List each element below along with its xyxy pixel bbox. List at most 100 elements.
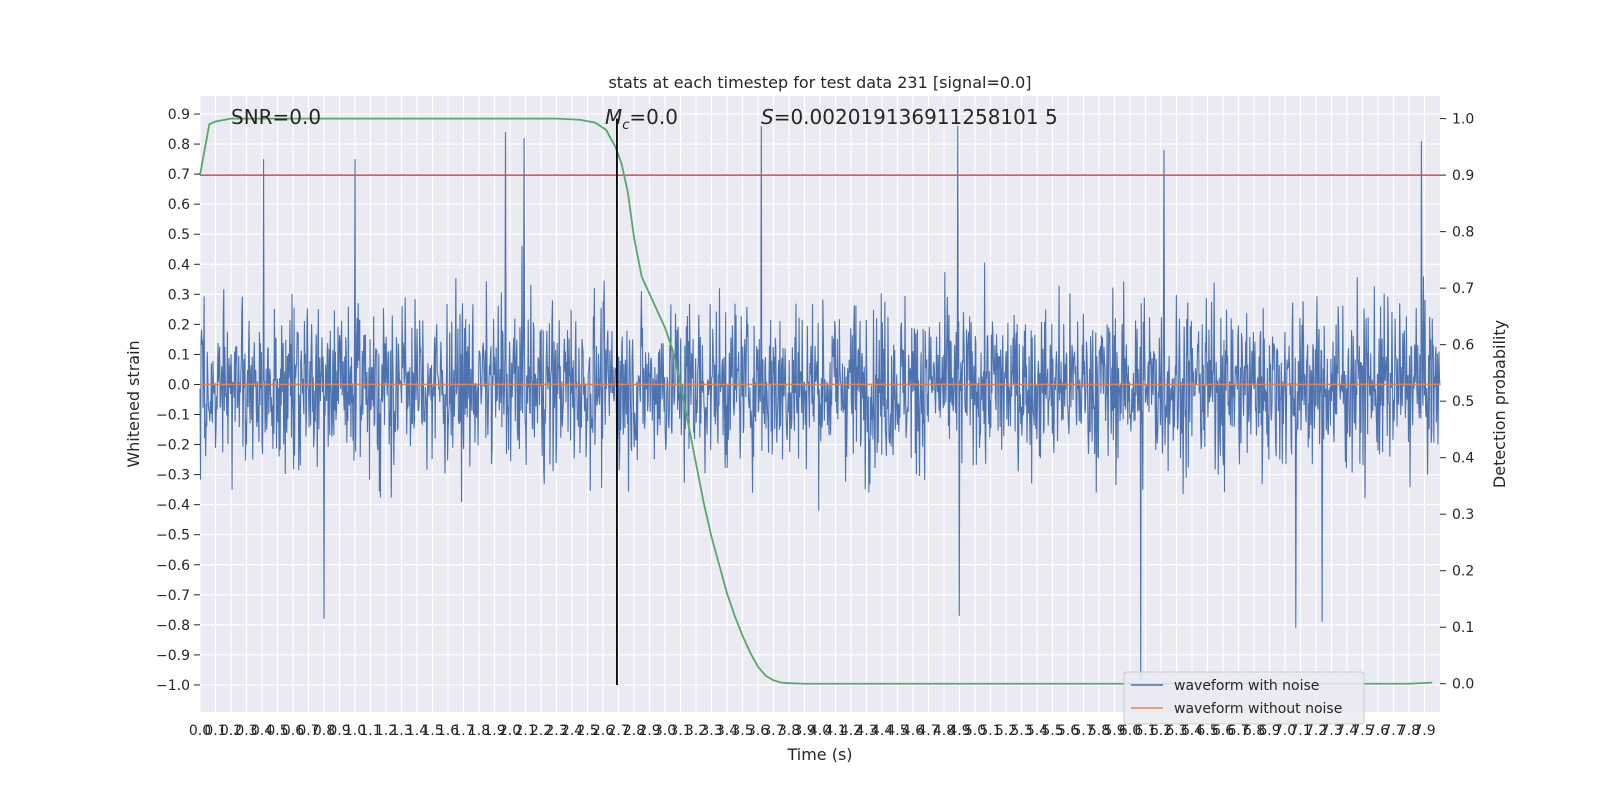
s-symbol: S — [761, 105, 774, 129]
mc-subscript: c — [622, 118, 629, 133]
x-tick-label: 4.6 — [902, 723, 924, 739]
mc-annotation: Mc=0.0 — [605, 105, 678, 133]
y-left-tick-label: 0.8 — [168, 137, 190, 153]
y-left-tick-label: 0.3 — [168, 287, 190, 303]
x-tick-label: 2.2 — [530, 723, 552, 739]
x-tick-label: 4.7 — [917, 723, 939, 739]
y-left-tick-label: −0.8 — [156, 618, 190, 634]
x-tick-label: 0.6 — [282, 723, 304, 739]
x-tick-label: 2.0 — [499, 723, 521, 739]
y-left-tick-label: −0.2 — [156, 438, 190, 454]
y-right-tick-label: 0.1 — [1452, 620, 1474, 636]
x-tick-label: 6.1 — [1134, 723, 1156, 739]
x-tick-label: 4.5 — [886, 723, 908, 739]
x-tick-label: 1.2 — [375, 723, 397, 739]
x-tick-label: 3.9 — [793, 723, 815, 739]
x-tick-label: 1.5 — [421, 723, 443, 739]
s-annotation: S=0.002019136911258101 5 — [761, 105, 1058, 129]
x-tick-label: 0.0 — [189, 723, 211, 739]
x-tick-label: 6.2 — [1150, 723, 1172, 739]
x-tick-label: 3.4 — [716, 723, 738, 739]
x-axis-ticks: 0.00.10.20.30.40.50.60.70.80.91.01.11.21… — [189, 723, 1436, 739]
x-tick-label: 3.6 — [747, 723, 769, 739]
x-tick-label: 3.1 — [669, 723, 691, 739]
legend-entry-clean: waveform without noise — [1174, 701, 1342, 717]
y-left-tick-label: −0.6 — [156, 558, 190, 574]
x-tick-label: 7.2 — [1305, 723, 1327, 739]
x-tick-label: 5.2 — [995, 723, 1017, 739]
y-right-tick-label: 0.3 — [1452, 507, 1474, 523]
x-tick-label: 2.5 — [576, 723, 598, 739]
x-tick-label: 6.7 — [1227, 723, 1249, 739]
series-detection-probability — [199, 117, 1433, 685]
y-right-tick-label: 0.4 — [1452, 451, 1474, 467]
x-tick-label: 0.9 — [328, 723, 350, 739]
x-tick-label: 7.9 — [1413, 723, 1435, 739]
x-tick-label: 6.9 — [1258, 723, 1280, 739]
x-tick-label: 2.1 — [514, 723, 536, 739]
y-left-tick-label: −0.3 — [156, 468, 190, 484]
x-tick-label: 5.3 — [1010, 723, 1032, 739]
y-left-tick-label: 0.5 — [168, 227, 190, 243]
x-tick-label: 7.8 — [1398, 723, 1420, 739]
x-tick-label: 2.4 — [561, 723, 583, 739]
x-tick-label: 0.7 — [297, 723, 319, 739]
snr-annotation: SNR=0.0 — [231, 105, 321, 129]
y-left-tick-label: −0.4 — [156, 498, 190, 514]
x-tick-label: 5.7 — [1072, 723, 1094, 739]
x-tick-label: 1.1 — [359, 723, 381, 739]
x-tick-label: 7.7 — [1382, 723, 1404, 739]
y-right-tick-label: 0.0 — [1452, 677, 1474, 693]
x-tick-label: 5.4 — [1026, 723, 1048, 739]
x-tick-label: 0.8 — [313, 723, 335, 739]
x-tick-label: 6.5 — [1196, 723, 1218, 739]
y-left-tick-label: 0.1 — [168, 347, 190, 363]
y-left-tick-label: 0.6 — [168, 197, 190, 213]
x-tick-label: 7.1 — [1289, 723, 1311, 739]
x-tick-label: 5.6 — [1057, 723, 1079, 739]
x-tick-label: 4.9 — [948, 723, 970, 739]
y-right-tick-label: 0.8 — [1452, 225, 1474, 241]
x-tick-label: 7.5 — [1351, 723, 1373, 739]
x-tick-label: 3.7 — [762, 723, 784, 739]
y-left-tick-label: −0.7 — [156, 588, 190, 604]
x-tick-label: 0.1 — [204, 723, 226, 739]
y-left-tick-label: 0.4 — [168, 257, 190, 273]
x-tick-label: 1.6 — [437, 723, 459, 739]
y-right-tick-label: 0.5 — [1452, 394, 1474, 410]
y-axis-right-label: Detection probability — [1490, 320, 1509, 488]
y-left-tick-label: 0.2 — [168, 317, 190, 333]
x-tick-label: 1.4 — [406, 723, 428, 739]
x-tick-label: 6.3 — [1165, 723, 1187, 739]
x-tick-label: 6.6 — [1212, 723, 1234, 739]
y-axis-left-label: Whitened strain — [124, 340, 143, 467]
x-tick-label: 0.5 — [266, 723, 288, 739]
x-tick-label: 4.8 — [933, 723, 955, 739]
y-left-tick-label: 0.7 — [168, 167, 190, 183]
x-tick-label: 4.2 — [840, 723, 862, 739]
x-tick-label: 2.7 — [607, 723, 629, 739]
x-tick-label: 6.4 — [1181, 723, 1203, 739]
x-tick-label: 7.3 — [1320, 723, 1342, 739]
mc-symbol: M — [605, 105, 622, 129]
legend-entry-noise: waveform with noise — [1174, 678, 1319, 694]
x-tick-label: 6.8 — [1243, 723, 1265, 739]
x-tick-label: 3.0 — [654, 723, 676, 739]
x-tick-label: 0.3 — [235, 723, 257, 739]
x-tick-label: 5.9 — [1103, 723, 1125, 739]
mc-value: =0.0 — [629, 105, 678, 129]
x-tick-label: 4.0 — [809, 723, 831, 739]
x-tick-label: 3.8 — [778, 723, 800, 739]
series-waveform-with-noise — [199, 126, 1441, 679]
y-left-tick-label: −0.1 — [156, 408, 190, 424]
x-tick-label: 5.1 — [979, 723, 1001, 739]
x-tick-label: 4.1 — [824, 723, 846, 739]
y-left-tick-label: −0.5 — [156, 528, 190, 544]
x-tick-label: 2.3 — [545, 723, 567, 739]
x-tick-label: 2.6 — [592, 723, 614, 739]
x-tick-label: 4.3 — [855, 723, 877, 739]
s-value: =0.002019136911258101 5 — [774, 105, 1058, 129]
x-tick-label: 7.0 — [1274, 723, 1296, 739]
y-right-tick-label: 0.9 — [1452, 168, 1474, 184]
